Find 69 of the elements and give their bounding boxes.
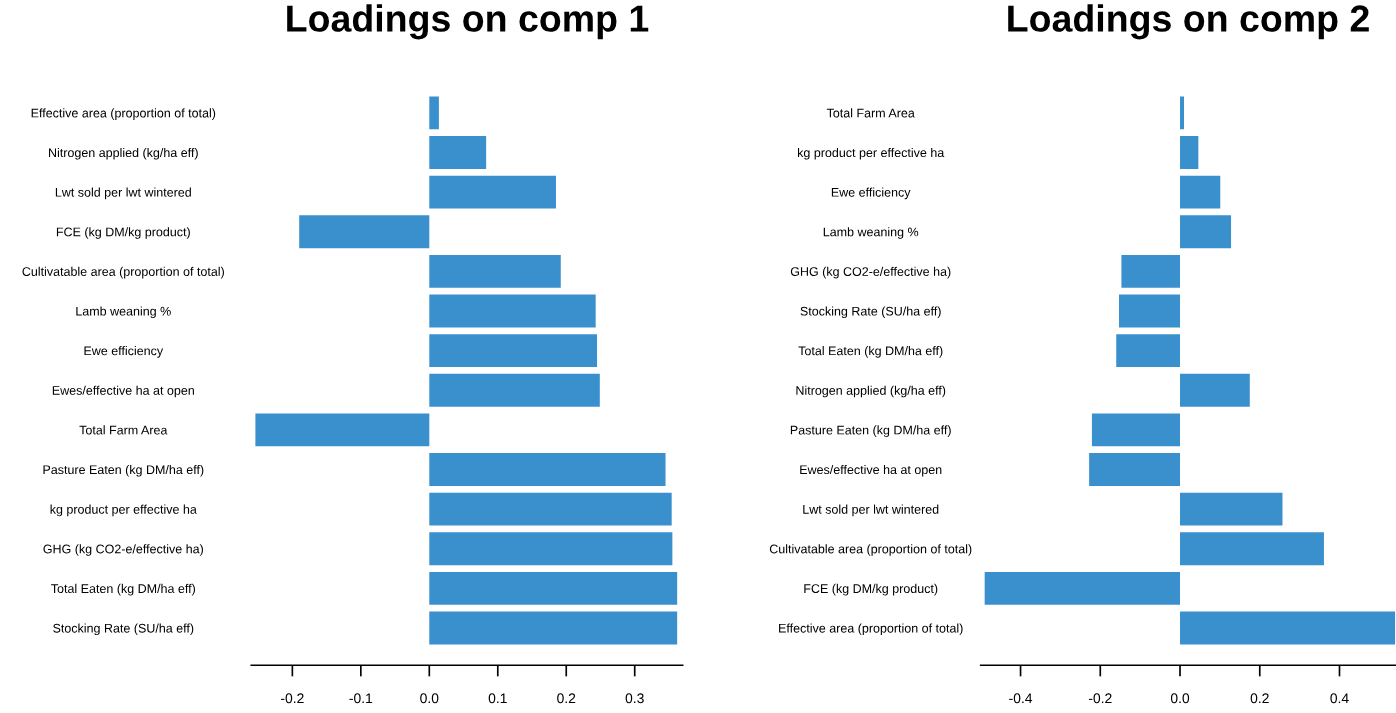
bar xyxy=(1180,215,1232,249)
bar xyxy=(429,254,561,288)
y-tick-label: Pasture Eaten (kg DM/ha eff) xyxy=(43,464,204,477)
y-tick-label: Ewes/effective ha at open xyxy=(52,385,194,398)
y-tick-label: kg product per effective ha xyxy=(797,147,945,160)
y-tick-label: Total Farm Area xyxy=(826,108,915,118)
bar xyxy=(1180,175,1221,209)
y-tick-label: Effective area (proportion of total) xyxy=(779,623,963,636)
x-tick-label: 0.2 xyxy=(1250,693,1269,704)
y-tick-label: Lamb weaning % xyxy=(76,306,171,319)
bar xyxy=(429,571,678,605)
bar xyxy=(1180,611,1396,645)
x-tick-label: 0.2 xyxy=(557,693,576,704)
x-tick-label: 0.3 xyxy=(625,693,644,704)
bar xyxy=(429,532,673,566)
y-tick-label: Pasture Eaten (kg DM/ha eff) xyxy=(790,425,951,437)
y-tick-label: Ewe efficiency xyxy=(831,187,911,200)
bar xyxy=(1091,413,1181,447)
y-tick-label: Nitrogen applied (kg/ha eff) xyxy=(796,385,946,398)
bar xyxy=(255,413,430,447)
x-tick-label: -0.2 xyxy=(1088,693,1112,704)
x-tick-label: 0.4 xyxy=(1330,693,1349,704)
bar xyxy=(429,373,600,407)
bar xyxy=(984,571,1181,605)
bar xyxy=(429,611,678,645)
bar xyxy=(1121,254,1181,288)
chart-title: Loadings on comp 2 xyxy=(1008,4,1369,40)
y-tick-label: Lamb weaning % xyxy=(823,227,919,239)
y-tick-label: Cultivatable area (proportion of total) xyxy=(769,544,972,556)
bar xyxy=(1089,453,1181,486)
bar xyxy=(1180,136,1199,169)
chart-title: Loadings on comp 1 xyxy=(287,4,649,40)
y-tick-label: GHG (kg CO2-e/effective ha) xyxy=(43,544,203,556)
bar xyxy=(429,96,439,130)
y-tick-label: Total Eaten (kg DM/ha eff) xyxy=(798,346,943,358)
x-tick-label: -0.2 xyxy=(281,693,304,704)
x-tick-label: -0.1 xyxy=(349,693,373,704)
y-tick-label: Effective area (proportion of total) xyxy=(31,108,216,120)
x-tick-label: -0.4 xyxy=(1009,693,1033,704)
y-tick-label: Lwt sold per lwt wintered xyxy=(803,504,939,517)
bar xyxy=(429,136,487,169)
y-tick-label: Total Eaten (kg DM/ha eff) xyxy=(51,583,195,596)
y-tick-label: kg product per effective ha xyxy=(50,504,197,517)
y-tick-label: GHG (kg CO2-e/effective ha) xyxy=(790,266,951,279)
bar xyxy=(429,492,672,526)
y-tick-label: Stocking Rate (SU/ha eff) xyxy=(53,623,194,636)
bar xyxy=(1116,334,1181,368)
bar xyxy=(429,334,598,368)
y-tick-label: Stocking Rate (SU/ha eff) xyxy=(800,306,941,319)
bar xyxy=(1180,373,1250,407)
bar xyxy=(429,175,556,209)
x-tick-label: 0.1 xyxy=(488,693,507,704)
y-tick-label: FCE (kg DM/kg product) xyxy=(56,227,190,239)
y-tick-label: Ewe efficiency xyxy=(84,346,164,358)
bar xyxy=(1119,294,1181,328)
bar xyxy=(1180,96,1185,130)
bar xyxy=(429,453,666,486)
y-tick-label: Cultivatable area (proportion of total) xyxy=(22,266,224,279)
bar xyxy=(1180,492,1283,526)
bar xyxy=(429,294,596,328)
bar xyxy=(299,215,430,249)
bar xyxy=(1180,532,1324,566)
y-tick-label: Nitrogen applied (kg/ha eff) xyxy=(49,147,198,160)
x-tick-label: 0.0 xyxy=(420,693,439,704)
y-tick-label: Total Farm Area xyxy=(79,425,168,435)
y-tick-label: Lwt sold per lwt wintered xyxy=(55,187,191,200)
y-tick-label: Ewes/effective ha at open xyxy=(800,464,942,477)
y-tick-label: FCE (kg DM/kg product) xyxy=(804,583,938,596)
x-tick-label: 0.0 xyxy=(1170,693,1190,704)
